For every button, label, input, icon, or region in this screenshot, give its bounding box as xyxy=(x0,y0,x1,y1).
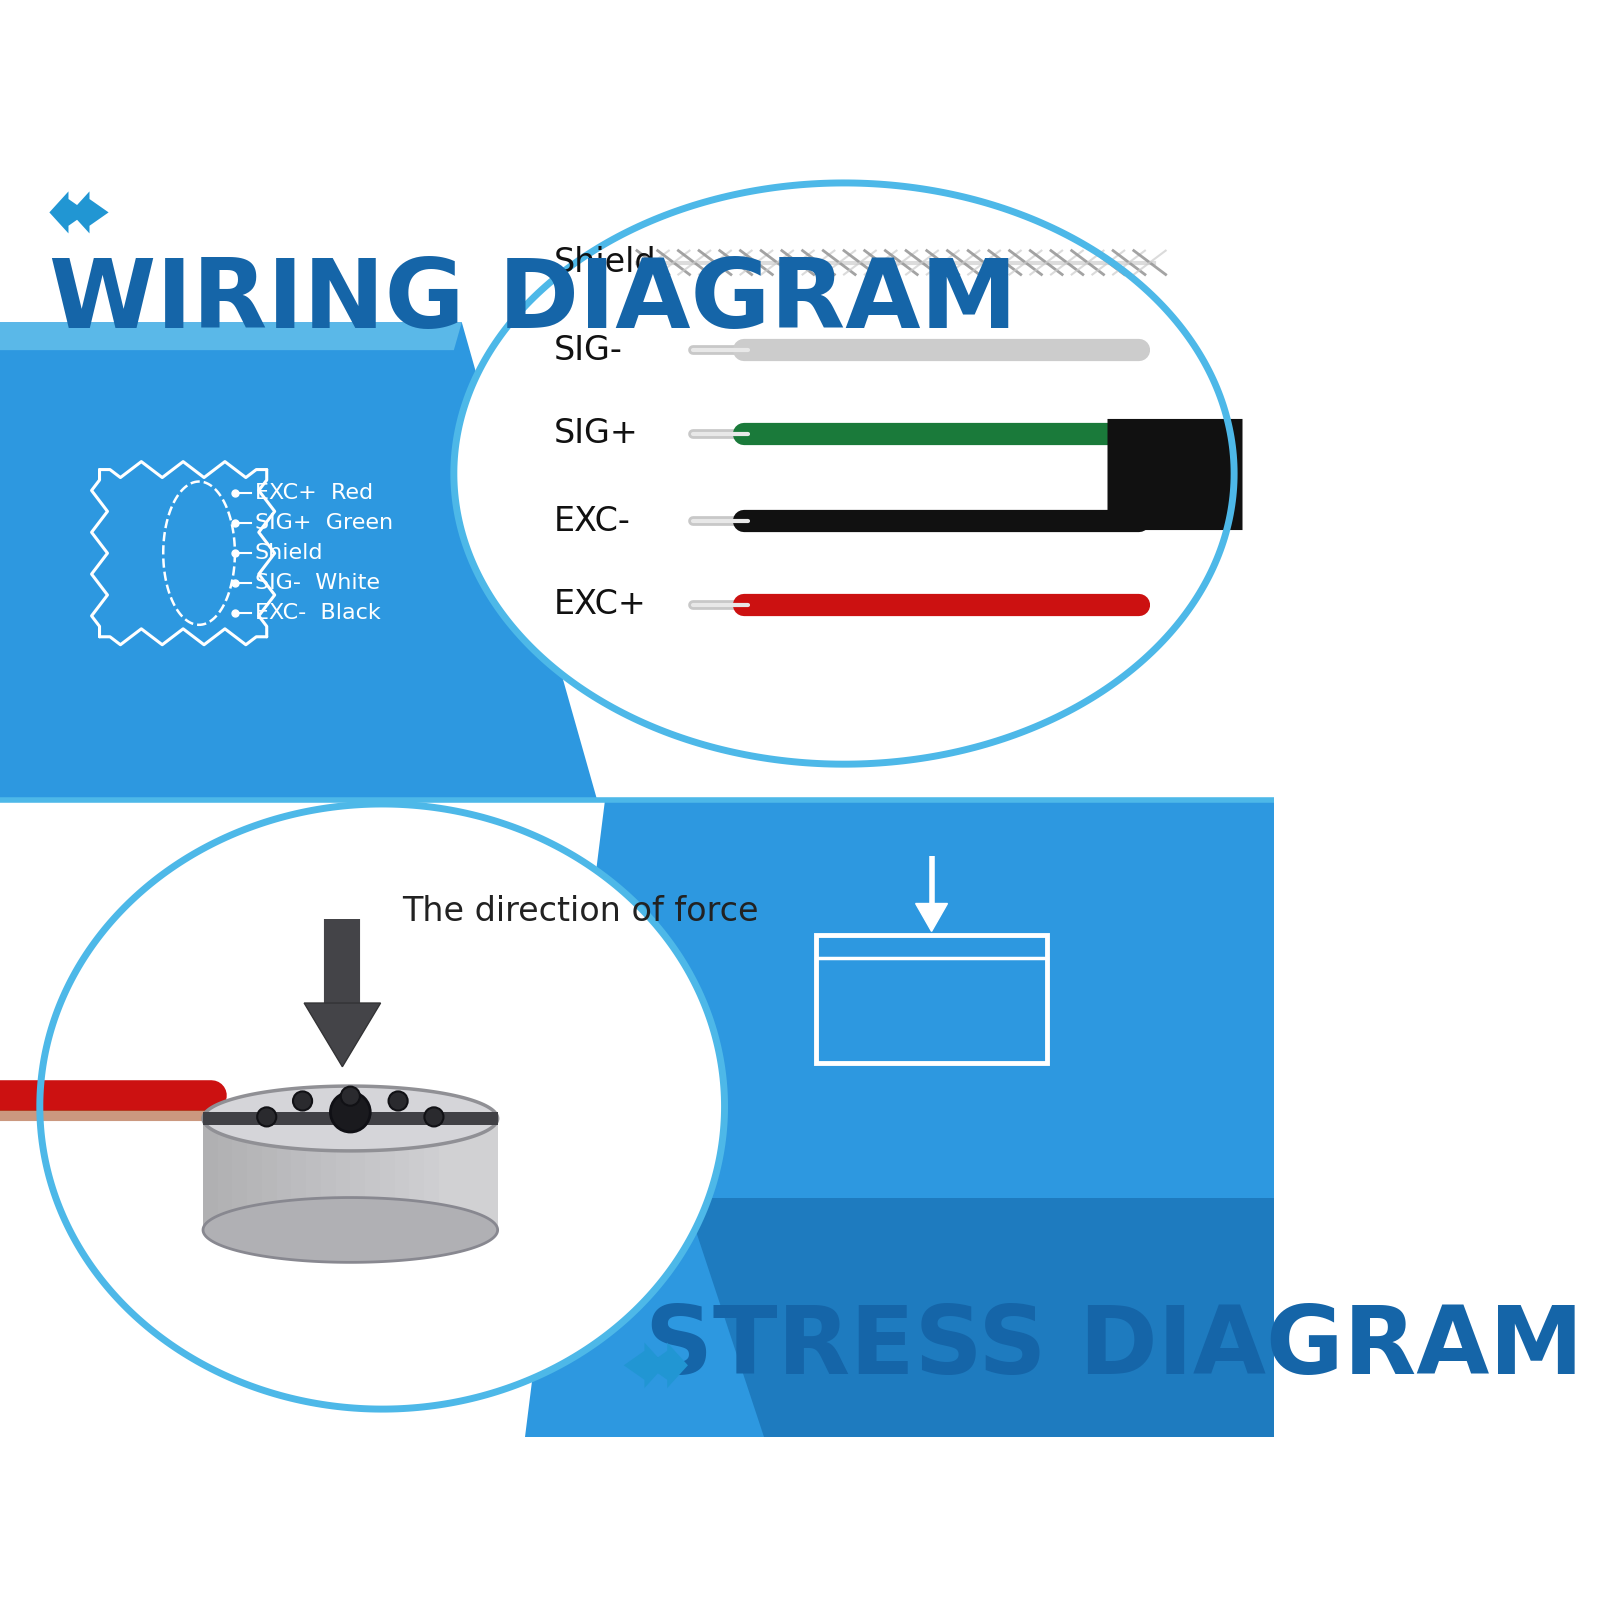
FancyBboxPatch shape xyxy=(395,1118,410,1230)
Polygon shape xyxy=(40,803,725,1410)
FancyBboxPatch shape xyxy=(306,1118,322,1230)
Circle shape xyxy=(331,1093,370,1133)
FancyBboxPatch shape xyxy=(469,1118,483,1230)
Polygon shape xyxy=(50,192,88,234)
FancyBboxPatch shape xyxy=(232,1118,248,1230)
FancyBboxPatch shape xyxy=(410,1118,424,1230)
FancyBboxPatch shape xyxy=(483,1118,498,1230)
FancyBboxPatch shape xyxy=(424,1118,438,1230)
Polygon shape xyxy=(685,1198,1274,1437)
FancyBboxPatch shape xyxy=(379,1118,395,1230)
Text: SIG+  Green: SIG+ Green xyxy=(254,514,394,533)
FancyBboxPatch shape xyxy=(350,1118,365,1230)
FancyBboxPatch shape xyxy=(453,1118,469,1230)
Text: Shield: Shield xyxy=(254,542,323,563)
Polygon shape xyxy=(624,1342,666,1389)
FancyBboxPatch shape xyxy=(277,1118,291,1230)
FancyBboxPatch shape xyxy=(203,1112,498,1125)
Polygon shape xyxy=(525,800,1274,1437)
Text: EXC-: EXC- xyxy=(554,506,630,538)
FancyBboxPatch shape xyxy=(218,1118,232,1230)
Polygon shape xyxy=(304,1003,381,1067)
Text: SIG-: SIG- xyxy=(554,334,622,366)
Text: STRESS DIAGRAM: STRESS DIAGRAM xyxy=(645,1302,1584,1394)
Polygon shape xyxy=(0,322,597,800)
FancyBboxPatch shape xyxy=(203,1118,218,1230)
FancyBboxPatch shape xyxy=(438,1118,453,1230)
Polygon shape xyxy=(0,322,462,350)
FancyBboxPatch shape xyxy=(0,163,1274,800)
FancyBboxPatch shape xyxy=(203,1118,498,1230)
FancyBboxPatch shape xyxy=(336,1118,350,1230)
Circle shape xyxy=(258,1107,277,1126)
Circle shape xyxy=(389,1091,408,1110)
Text: Shield: Shield xyxy=(554,246,656,278)
FancyBboxPatch shape xyxy=(262,1118,277,1230)
Text: EXC+  Red: EXC+ Red xyxy=(254,483,373,504)
Text: EXC+: EXC+ xyxy=(554,589,646,621)
FancyBboxPatch shape xyxy=(248,1118,262,1230)
Polygon shape xyxy=(70,192,109,234)
Polygon shape xyxy=(203,1197,498,1262)
Circle shape xyxy=(424,1107,443,1126)
FancyBboxPatch shape xyxy=(291,1118,306,1230)
FancyBboxPatch shape xyxy=(0,800,1274,1437)
Circle shape xyxy=(293,1091,312,1110)
Text: WIRING DIAGRAM: WIRING DIAGRAM xyxy=(50,254,1018,347)
FancyBboxPatch shape xyxy=(365,1118,379,1230)
Text: EXC-  Black: EXC- Black xyxy=(254,603,381,622)
Polygon shape xyxy=(646,1342,688,1389)
Polygon shape xyxy=(915,904,947,931)
FancyBboxPatch shape xyxy=(322,1118,336,1230)
Polygon shape xyxy=(454,182,1234,765)
Circle shape xyxy=(341,1086,360,1106)
Polygon shape xyxy=(203,1086,498,1150)
Text: SIG+: SIG+ xyxy=(554,418,638,450)
Text: The direction of force: The direction of force xyxy=(402,894,758,928)
Text: SIG-  White: SIG- White xyxy=(254,573,379,594)
